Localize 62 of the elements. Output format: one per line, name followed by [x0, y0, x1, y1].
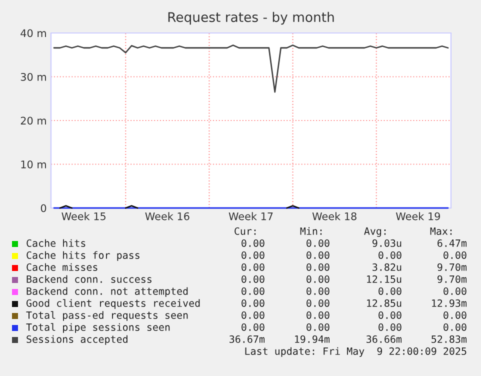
legend-label: Cache misses — [26, 263, 98, 271]
line-series — [53, 44, 449, 93]
text: 0.00 — [306, 239, 330, 247]
text: Min: — [300, 227, 322, 235]
text: 52.83m — [432, 335, 467, 343]
text: 0.00 — [444, 323, 466, 331]
text: 0.00 — [242, 287, 264, 295]
text: Last update: Fri May 9 22:00:09 2025 — [245, 347, 466, 357]
text: 0.00 — [444, 251, 466, 259]
text: 0.00 — [306, 251, 330, 259]
legend-label: Sessions accepted — [26, 335, 128, 345]
text: Avg: — [364, 227, 386, 237]
text: 0.00 — [378, 287, 402, 295]
text: 0.00 — [306, 263, 330, 271]
text: 0.00 — [242, 275, 264, 283]
text: 9.70m — [438, 263, 467, 271]
text: 36.67m — [230, 335, 265, 343]
text: 6.47m — [438, 239, 467, 247]
text: 0.00 — [444, 311, 466, 319]
text: 0.00 — [242, 263, 264, 271]
x-tick-label: Week 16 — [145, 212, 190, 220]
x-tick-label: Week 17 — [228, 212, 273, 220]
text: 0.00 — [306, 299, 330, 307]
chart-title: Request rates - by month — [168, 12, 334, 25]
text: 12.93m — [432, 299, 467, 307]
text: 0.00 — [306, 311, 330, 319]
text: 0.00 — [378, 323, 402, 331]
text: 12.85u — [367, 299, 402, 307]
text: 0.00 — [242, 299, 264, 307]
x-tick-label: Week 15 — [62, 212, 106, 220]
text: 12.15u — [367, 275, 402, 283]
text: 0.00 — [306, 323, 330, 331]
text: 36.66m — [366, 335, 402, 343]
text: 0.00 — [242, 311, 264, 319]
legend-label: Backend conn. success — [26, 275, 152, 283]
legend-label: Cache hits for pass — [26, 251, 140, 261]
legend-label: Total pipe sessions seen — [26, 323, 170, 333]
y-tick-label: 40 m — [20, 29, 46, 38]
y-tick-label: 20 m — [20, 116, 46, 125]
y-tick-label: 30 m — [20, 72, 46, 81]
text: 19.94m — [295, 335, 330, 343]
legend-label: Backend conn. not attempted — [26, 287, 188, 297]
text: 3.82u — [372, 263, 402, 271]
text: 9.03u — [372, 239, 402, 247]
text: 0.00 — [242, 239, 264, 247]
y-tick-label: 10 m — [21, 160, 46, 168]
legend-label: Cache hits — [26, 239, 86, 247]
text: 0.00 — [242, 323, 264, 331]
x-tick-label: Week 19 — [396, 212, 440, 220]
text: Max: — [430, 227, 452, 235]
text: 0.00 — [306, 287, 330, 295]
text: 0.00 — [306, 275, 330, 283]
legend-label: Total pass-ed requests seen — [26, 311, 188, 321]
text: 0.00 — [444, 287, 466, 295]
text: 0.00 — [242, 251, 264, 259]
text: Cur: — [234, 227, 256, 235]
text: 0.00 — [378, 311, 402, 319]
text: 0.00 — [378, 251, 402, 259]
x-tick-label: Week 18 — [312, 212, 356, 220]
y-tick-label: 0 — [40, 204, 46, 212]
legend-label: Good client requests received — [26, 299, 200, 309]
text: 9.70m — [438, 275, 467, 283]
